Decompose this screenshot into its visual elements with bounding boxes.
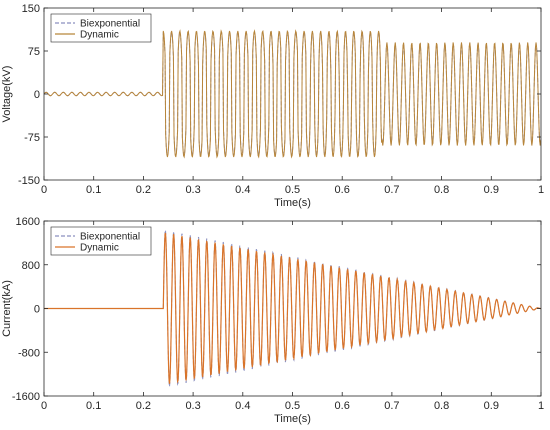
y-tick-label: 1600 — [16, 216, 40, 228]
series-line-dynamic — [44, 232, 541, 384]
voltage-chart: 0 0.1 0.2 0.3 0.4 0.5 0.6 0.7 0.8 0.9 1 -150 -75 0 75 1… — [1, 3, 544, 209]
y-tick-label: -1600 — [12, 391, 40, 403]
y-tick-label: -150 — [18, 175, 40, 187]
x-tick-label: 0 — [41, 400, 47, 412]
x-tick-label: 0.5 — [285, 184, 300, 196]
x-tick-label: 1 — [538, 184, 544, 196]
legend-box — [50, 13, 152, 43]
current-chart: 0 0.1 0.2 0.3 0.4 0.5 0.6 0.7 0.8 0.9 1 -1600 -800 0 8… — [1, 216, 544, 425]
x-tick-label: 0.7 — [384, 184, 399, 196]
legend-label-dynamic: Dynamic — [80, 30, 119, 41]
x-tick-label: 0.4 — [235, 400, 250, 412]
y-tick-label: 0 — [34, 304, 40, 316]
y-tick-label: 0 — [34, 89, 40, 101]
legend-label-biexponential: Biexponential — [80, 19, 140, 30]
x-tick-label: 0.1 — [86, 184, 101, 196]
y-tick-label: -75 — [24, 132, 40, 144]
legend-label-biexponential: Biexponential — [80, 232, 140, 243]
x-tick-label: 0.6 — [335, 184, 350, 196]
y-axis-label: Voltage(kV) — [1, 66, 13, 123]
x-tick-label: 0 — [41, 184, 47, 196]
x-tick-label: 0.3 — [185, 184, 200, 196]
x-tick-label: 0.8 — [434, 184, 449, 196]
x-tick-label: 0.9 — [484, 400, 499, 412]
series-line-dynamic — [44, 29, 541, 159]
legend-box — [50, 226, 152, 256]
y-axis-label: Current(kA) — [1, 280, 13, 337]
x-tick-label: 0.8 — [434, 400, 449, 412]
x-tick-label: 1 — [538, 400, 544, 412]
x-tick-label: 0.2 — [136, 184, 151, 196]
legend-label-dynamic: Dynamic — [80, 243, 119, 254]
x-tick-label: 0.4 — [235, 184, 250, 196]
x-tick-label: 0.5 — [285, 400, 300, 412]
x-tick-label: 0.7 — [384, 400, 399, 412]
x-axis-label: Time(s) — [274, 413, 311, 425]
x-tick-label: 0.6 — [335, 400, 350, 412]
y-tick-label: -800 — [18, 347, 40, 359]
x-axis-label: Time(s) — [274, 197, 311, 209]
y-tick-label: 75 — [28, 46, 40, 58]
x-tick-label: 0.1 — [86, 400, 101, 412]
x-tick-label: 0.2 — [136, 400, 151, 412]
y-tick-label: 150 — [22, 3, 40, 15]
y-tick-label: 800 — [22, 260, 40, 272]
x-tick-label: 0.9 — [484, 184, 499, 196]
x-tick-label: 0.3 — [185, 400, 200, 412]
